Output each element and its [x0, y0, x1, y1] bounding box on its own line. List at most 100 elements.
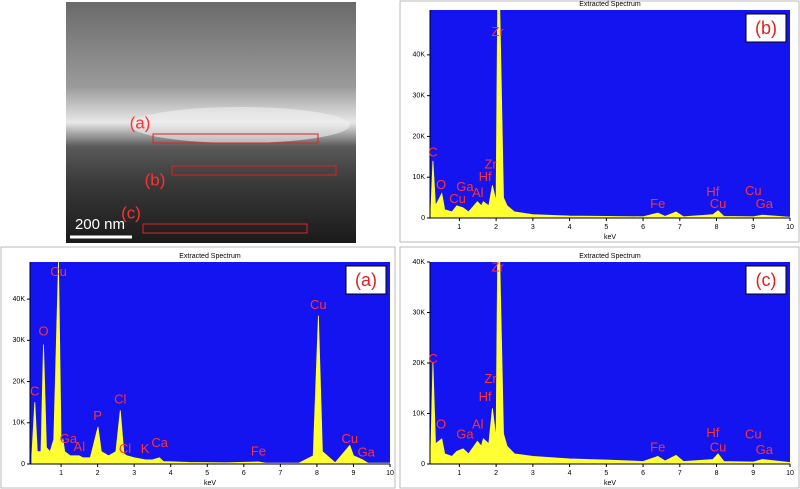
- region-label: (a): [130, 113, 151, 132]
- y-tick-label: 10K: [413, 410, 426, 417]
- peak-label: Cu: [310, 297, 327, 312]
- y-tick-label: 40K: [413, 259, 426, 266]
- peak-label: Ca: [151, 435, 168, 450]
- spectrum-panel: Extracted Spectrum 1 2 3 4 5 6 7 8 9 10 0 10K 20K 30K 4…: [399, 0, 800, 243]
- x-tick-label: 2: [494, 470, 498, 477]
- x-tick-label: 4: [169, 470, 173, 477]
- peak-label: K: [141, 441, 150, 456]
- peak-label: Cu: [710, 196, 727, 211]
- plot-area: [430, 10, 790, 218]
- peak-label: O: [436, 417, 446, 432]
- peak-label: Fe: [650, 196, 665, 211]
- micrograph: (a) (b) (c) 200 nm: [66, 2, 356, 243]
- peak-label: Zr: [484, 371, 497, 386]
- panel-label-box: [745, 13, 787, 43]
- spectrum-panel: Extracted Spectrum 1 2 3 4 5 6 7 8 9 10 0 10K 20K 30K 4…: [0, 246, 396, 489]
- x-tick-label: 10: [786, 470, 794, 477]
- peak-label: Ga: [756, 196, 774, 211]
- peak-label: Zr: [484, 157, 497, 172]
- peak-label: Fe: [650, 439, 665, 454]
- bright-layer: [130, 107, 350, 143]
- peak-label: Ga: [756, 442, 774, 457]
- peak-label: C: [428, 351, 437, 366]
- y-tick-label: 40K: [413, 52, 426, 59]
- x-tick-label: 6: [641, 224, 645, 231]
- x-tick-label: 4: [568, 470, 572, 477]
- peak-label: C: [428, 144, 437, 159]
- x-tick-label: 4: [568, 224, 572, 231]
- x-tick-label: 9: [751, 470, 755, 477]
- x-tick-label: 3: [132, 470, 136, 477]
- x-tick-label: 8: [715, 470, 719, 477]
- peak-label: Al: [472, 185, 484, 200]
- y-tick-label: 0: [421, 461, 425, 468]
- peak-label: Hf: [479, 389, 492, 404]
- plot-area: [30, 262, 390, 464]
- peak-label: Zr: [491, 259, 504, 274]
- y-tick-label: 40K: [13, 296, 26, 303]
- y-tick-label: 0: [421, 215, 425, 222]
- y-tick-label: 20K: [413, 360, 426, 367]
- x-tick-label: 2: [96, 470, 100, 477]
- scale-label: 200 nm: [75, 216, 125, 233]
- peak-label: P: [93, 408, 102, 423]
- x-tick-label: 7: [678, 470, 682, 477]
- peak-label: Ga: [358, 444, 376, 459]
- x-axis-label: keV: [604, 234, 616, 241]
- peak-label: Cu: [710, 439, 727, 454]
- spectrum-area: [430, 261, 791, 465]
- chart-title: Extracted Spectrum: [579, 1, 641, 8]
- spectrum-area: [430, 9, 791, 219]
- x-tick-label: 1: [457, 224, 461, 231]
- peak-label: Cu: [50, 264, 67, 279]
- region-c: [142, 223, 308, 234]
- y-tick-label: 30K: [413, 92, 426, 99]
- x-tick-label: 5: [604, 224, 608, 231]
- x-tick-label: 10: [386, 470, 394, 477]
- x-tick-label: 2: [494, 224, 498, 231]
- peak-label: Ga: [456, 427, 474, 442]
- x-tick-label: 1: [457, 470, 461, 477]
- x-tick-label: 7: [678, 224, 682, 231]
- peak-label: O: [436, 177, 446, 192]
- peak-label: Al: [472, 417, 484, 432]
- peak-label: Ga: [456, 179, 474, 194]
- peak-label: C: [30, 383, 39, 398]
- peak-label: Cu: [341, 431, 358, 446]
- peak-label: Ga: [60, 431, 78, 446]
- peak-label: Fe: [251, 443, 266, 458]
- x-tick-label: 8: [315, 470, 319, 477]
- x-tick-label: 9: [351, 470, 355, 477]
- x-tick-label: 6: [242, 470, 246, 477]
- x-axis-label: keV: [604, 480, 616, 487]
- region-b: [171, 165, 337, 176]
- x-tick-label: 5: [205, 470, 209, 477]
- peak-label: Hf: [706, 184, 719, 199]
- y-tick-label: 0: [21, 461, 25, 468]
- y-tick-label: 30K: [413, 309, 426, 316]
- x-tick-label: 9: [751, 224, 755, 231]
- peak-label: Cl: [114, 392, 126, 407]
- y-tick-label: 10K: [13, 420, 26, 427]
- panel-label: (a): [355, 270, 377, 290]
- peak-label: Zr: [491, 24, 504, 39]
- x-tick-label: 5: [604, 470, 608, 477]
- peak-label: Cl: [119, 441, 131, 456]
- x-tick-label: 3: [531, 224, 535, 231]
- x-tick-label: 8: [715, 224, 719, 231]
- y-tick-label: 30K: [13, 337, 26, 344]
- plot-area: [430, 262, 790, 464]
- spectrum-area: [31, 261, 391, 465]
- panel-label-box: [745, 265, 787, 295]
- chart-title: Extracted Spectrum: [179, 253, 241, 260]
- x-tick-label: 7: [278, 470, 282, 477]
- region-label: (c): [121, 203, 141, 222]
- peak-label: Cu: [449, 191, 466, 206]
- y-tick-label: 20K: [13, 378, 26, 385]
- x-tick-label: 3: [531, 470, 535, 477]
- y-tick-label: 20K: [413, 133, 426, 140]
- panel-label: (c): [756, 270, 777, 290]
- peak-label: O: [38, 324, 48, 339]
- peak-label: Al: [74, 439, 86, 454]
- peak-label: Hf: [706, 425, 719, 440]
